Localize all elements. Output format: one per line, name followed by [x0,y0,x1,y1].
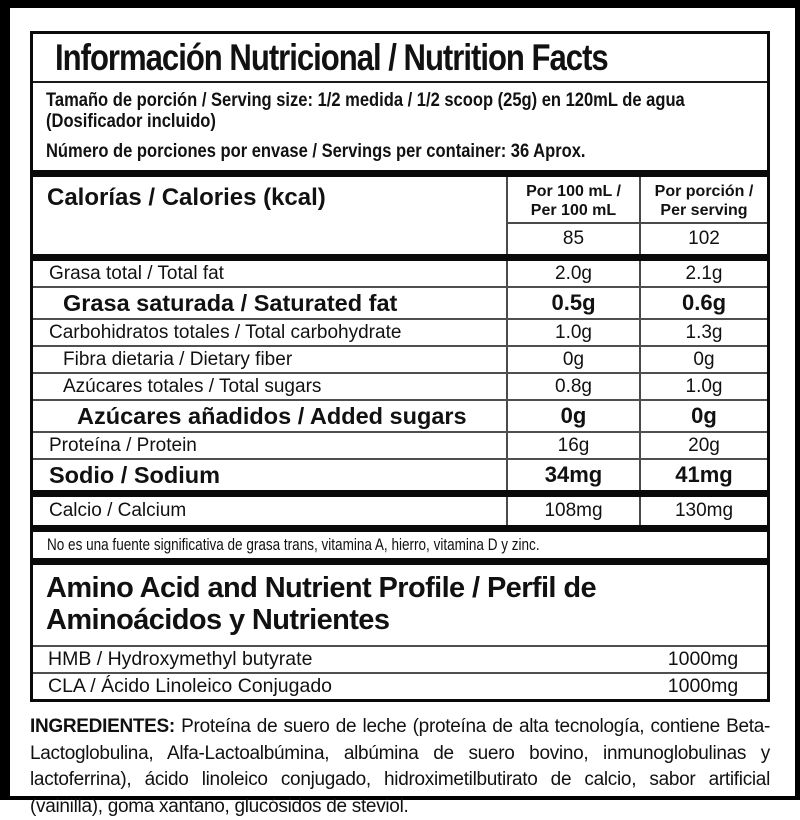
serving-size-text: Tamaño de porción / Serving size: 1/2 me… [46,90,685,111]
nutrient-row-total-sugars: Azúcares totales / Total sugars 0.8g 1.0… [33,372,767,399]
calories-per-serving-value: 102 [688,228,720,249]
calories-section: Calorías / Calories (kcal) Por 100 mL / … [33,177,767,254]
section-divider-bar [33,490,767,497]
nutrient-per-100ml: 0.5g [508,288,641,318]
nutrient-row-added-sugars: Azúcares añadidos / Added sugars 0g 0g [33,399,767,431]
nutrient-per-serving: 1.0g [685,375,723,397]
calories-label: Calorías / Calories (kcal) [33,177,508,254]
panel-title: Información Nutricional / Nutrition Fact… [55,36,609,78]
amino-profile-heading: Amino Acid and Nutrient Profile / Perfil… [46,572,597,636]
nutrient-label: Azúcares totales / Total sugars [33,374,508,399]
nutrient-per-100ml: 108mg [508,497,641,525]
nutrient-row-protein: Proteína / Protein 16g 20g [33,431,767,458]
nutrient-label: Azúcares añadidos / Added sugars [33,401,508,431]
calories-columns: Por 100 mL / Per 100 mL Por porción / Pe… [508,177,767,254]
ingredients-paragraph: INGREDIENTES: Proteína de suero de leche… [30,714,770,820]
nutrient-per-100ml: 2.0g [508,261,641,286]
nutrient-per-serving: 0g [691,403,717,428]
not-significant-source-text: No es una fuente significativa de grasa … [47,535,540,554]
nutrient-label: Fibra dietaria / Dietary fiber [33,347,508,372]
calories-values-row: 85 102 [508,224,767,254]
dispenser-included-text: (Dosificador incluido) [46,111,216,132]
nutrient-row-calcium: Calcio / Calcium 108mg 130mg [33,497,767,525]
nutrient-per-100ml: 34mg [508,460,641,490]
amino-label: HMB / Hydroxymethyl butyrate [48,648,313,670]
serving-info-section: Tamaño de porción / Serving size: 1/2 me… [33,83,767,170]
amino-row-cla: CLA / Ácido Linoleico Conjugado 1000mg [33,672,767,699]
column-header-per-100ml: Por 100 mL / Per 100 mL [508,177,641,222]
nutrient-per-serving: 20g [688,434,720,456]
servings-per-container-text: Número de porciones por envase / Serving… [46,141,586,162]
nutrient-row-sodium: Sodio / Sodium 34mg 41mg [33,458,767,490]
nutrient-per-serving: 2.1g [685,262,723,284]
nutrient-row-dietary-fiber: Fibra dietaria / Dietary fiber 0g 0g [33,345,767,372]
nutrient-label: Calcio / Calcium [33,497,508,525]
section-divider-bar [33,170,767,177]
calories-per-100ml-value: 85 [508,224,641,254]
nutrient-label: Sodio / Sodium [33,460,508,490]
nutrient-per-serving: 0g [693,348,715,370]
amino-label: CLA / Ácido Linoleico Conjugado [48,675,333,697]
column-headers-row: Por 100 mL / Per 100 mL Por porción / Pe… [508,177,767,224]
footnote-row: No es una fuente significativa de grasa … [33,532,767,558]
amino-value: 1000mg [667,675,739,697]
nutrient-per-serving: 41mg [675,462,733,487]
nutrient-row-saturated-fat: Grasa saturada / Saturated fat 0.5g 0.6g [33,286,767,318]
nutrient-per-serving: 130mg [674,500,734,521]
nutrient-per-100ml: 0g [508,401,641,431]
amino-profile-header-section: Amino Acid and Nutrient Profile / Perfil… [33,565,767,645]
amino-value: 1000mg [667,648,739,670]
nutrient-per-100ml: 0g [508,347,641,372]
nutrient-per-serving: 1.3g [685,321,723,343]
nutrient-label: Grasa saturada / Saturated fat [33,288,508,318]
nutrient-label: Grasa total / Total fat [33,261,508,286]
section-divider-bar [33,558,767,565]
ingredients-heading: INGREDIENTES: [30,716,175,737]
nutrient-per-100ml: 1.0g [508,320,641,345]
section-divider-bar [33,525,767,532]
column-header-per-serving: Por porción / Per serving [654,182,754,219]
nutrient-per-100ml: 16g [508,433,641,458]
nutrient-per-serving: 0.6g [681,290,727,315]
section-divider-bar [33,254,767,261]
nutrient-label: Carbohidratos totales / Total carbohydra… [33,320,508,345]
label-page: Información Nutricional / Nutrition Fact… [10,8,795,820]
nutrient-row-total-carbohydrate: Carbohidratos totales / Total carbohydra… [33,318,767,345]
nutrient-label: Proteína / Protein [33,433,508,458]
amino-row-hmb: HMB / Hydroxymethyl butyrate 1000mg [33,645,767,672]
nutrient-per-100ml: 0.8g [508,374,641,399]
panel-title-section: Información Nutricional / Nutrition Fact… [33,34,767,83]
nutrient-row-total-fat: Grasa total / Total fat 2.0g 2.1g [33,261,767,286]
nutrition-facts-panel: Información Nutricional / Nutrition Fact… [30,31,770,702]
